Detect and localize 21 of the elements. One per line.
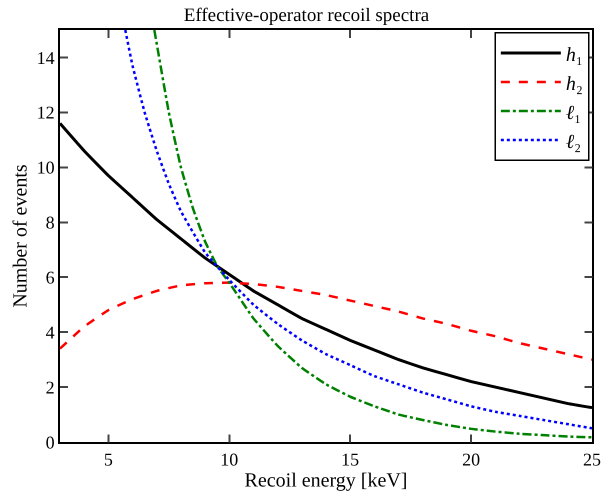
chart-title: Effective-operator recoil spectra	[184, 4, 430, 26]
legend-label: h₁	[566, 44, 583, 66]
y-tick-label: 14	[36, 48, 55, 68]
x-axis-title: Recoil energy [keV]	[244, 469, 408, 492]
x-tick-label: 10	[220, 449, 238, 470]
legend-label: ℓ₁	[566, 102, 582, 124]
x-tick-label: 25	[583, 449, 601, 470]
y-tick-label: 12	[36, 102, 55, 123]
line-series	[60, 281, 592, 361]
x-tick-label: 15	[341, 449, 360, 470]
legend-label: ℓ₂	[566, 130, 582, 153]
y-tick-label: 2	[46, 377, 55, 398]
y-tick-label: 0	[46, 432, 55, 452]
y-tick-label: 10	[36, 158, 55, 178]
y-tick-label: 4	[46, 322, 55, 342]
y-tick-label: 6	[46, 268, 55, 288]
y-tick-label: 8	[46, 212, 55, 233]
legend-label: h₂	[566, 72, 583, 95]
x-tick-label: 20	[462, 449, 480, 470]
y-axis-title: Number of events	[10, 164, 32, 308]
x-tick-label: 5	[104, 449, 113, 470]
